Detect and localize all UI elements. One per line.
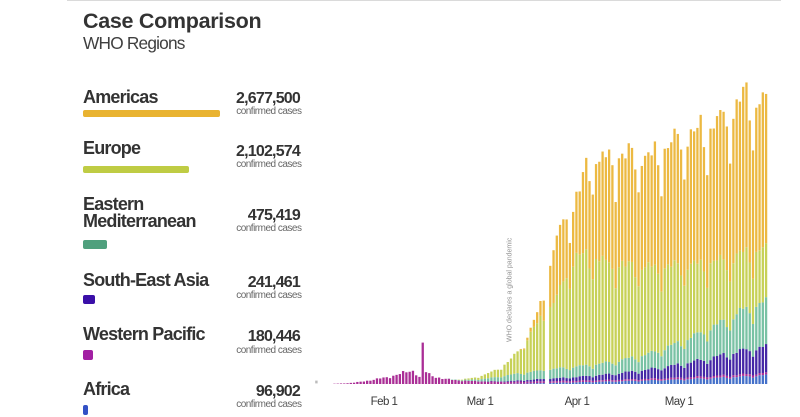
svg-text:Apr 1: Apr 1 — [565, 396, 590, 408]
svg-text:Feb 1: Feb 1 — [371, 396, 398, 408]
svg-text:WHO declares a global pandemic: WHO declares a global pandemic — [506, 237, 513, 342]
svg-text:Mar 1: Mar 1 — [467, 396, 494, 408]
svg-text:May 1: May 1 — [665, 396, 694, 408]
